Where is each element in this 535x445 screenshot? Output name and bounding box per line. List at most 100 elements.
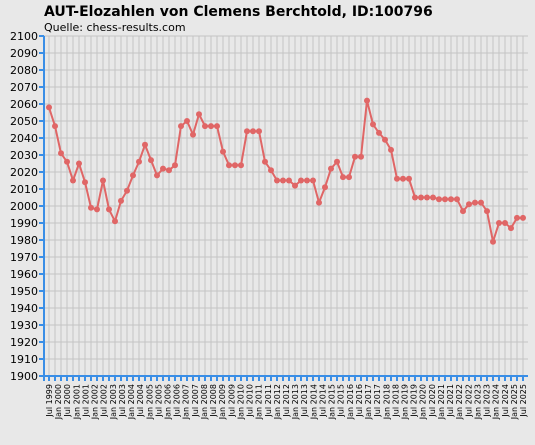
- data-point: [478, 199, 484, 206]
- x-tick-label: Jul 2024: [501, 384, 510, 418]
- data-point: [274, 177, 280, 184]
- x-tick-label: Jul 2004: [136, 384, 145, 418]
- data-point: [184, 118, 190, 124]
- x-tick-label: Jul 1999: [45, 384, 54, 418]
- x-tick-label: Jul 2025: [519, 384, 528, 418]
- data-point: [292, 182, 298, 189]
- x-tick-label: Jan 2015: [328, 384, 337, 420]
- x-tick-label: Jan 2014: [309, 384, 318, 420]
- data-point: [334, 158, 340, 165]
- data-point: [250, 128, 256, 135]
- data-point: [472, 199, 478, 206]
- x-tick-label: Jul 2014: [318, 384, 327, 418]
- x-tick-label: Jan 2022: [455, 384, 464, 420]
- y-tick-label: 1970: [10, 251, 38, 264]
- data-point: [328, 165, 334, 172]
- x-tick-label: Jul 2015: [337, 384, 346, 418]
- x-tick-label: Jul 2022: [464, 384, 473, 418]
- x-tick-label: Jan 2020: [419, 384, 428, 420]
- x-tick-label: Jan 2017: [364, 384, 373, 420]
- x-tick-label: Jan 2012: [273, 384, 282, 420]
- x-tick-label: Jul 2011: [264, 384, 273, 418]
- data-point: [100, 177, 106, 184]
- data-point: [304, 177, 310, 184]
- x-tick-label: Jan 2001: [72, 384, 81, 420]
- x-tick-label: Jul 2020: [428, 384, 437, 418]
- x-tick-label: Jan 2018: [382, 384, 391, 420]
- data-point: [124, 187, 130, 194]
- y-tick-label: 1920: [10, 336, 38, 349]
- data-point: [358, 153, 364, 160]
- x-tick-label: Jul 2016: [355, 384, 364, 418]
- data-point: [232, 162, 238, 169]
- chart-subtitle: Quelle: chess-results.com: [44, 21, 186, 34]
- y-tick-label: 2100: [10, 30, 38, 43]
- data-point: [154, 172, 160, 179]
- y-tick-label: 2090: [10, 47, 38, 60]
- data-point: [226, 162, 232, 169]
- y-tick-label: 2000: [10, 200, 38, 213]
- y-tick-label: 2030: [10, 149, 38, 162]
- x-tick-label: Jan 2016: [346, 384, 355, 420]
- x-tick-label: Jul 2001: [81, 384, 90, 418]
- data-point: [76, 160, 82, 167]
- x-tick-label: Jan 2008: [200, 384, 209, 420]
- x-tick-label: Jul 2008: [209, 384, 218, 418]
- data-point: [340, 174, 346, 181]
- y-axis-ticks: 1900 1910 1920 1930 1940 1950 1960 1970 1980 1990…: [10, 30, 44, 383]
- data-point: [190, 131, 196, 138]
- data-point: [322, 184, 328, 191]
- data-point: [448, 196, 454, 203]
- y-tick-label: 2050: [10, 115, 38, 128]
- x-tick-label: Jan 2007: [182, 384, 191, 420]
- data-point: [520, 214, 526, 221]
- data-point: [382, 136, 388, 143]
- data-point: [442, 196, 448, 203]
- data-point: [286, 177, 292, 184]
- x-tick-label: Jul 2000: [63, 384, 72, 418]
- data-point: [220, 148, 226, 155]
- data-point: [52, 123, 58, 130]
- data-point: [94, 206, 100, 213]
- data-point: [370, 121, 376, 128]
- data-point: [454, 196, 460, 203]
- data-point: [58, 150, 64, 157]
- data-point: [82, 179, 88, 186]
- y-tick-label: 1900: [10, 370, 38, 383]
- data-point: [196, 111, 202, 118]
- y-tick-label: 2020: [10, 166, 38, 179]
- data-point: [316, 199, 322, 206]
- x-tick-label: Jan 2019: [401, 384, 410, 420]
- data-point: [406, 175, 412, 182]
- x-tick-label: Jul 2012: [282, 384, 291, 418]
- data-point: [88, 204, 94, 211]
- chart-title: AUT-Elozahlen von Clemens Berchtold, ID:…: [44, 4, 433, 20]
- x-tick-label: Jan 2021: [437, 384, 446, 420]
- x-tick-label: Jan 2006: [164, 384, 173, 420]
- y-tick-label: 1990: [10, 217, 38, 230]
- x-tick-label: Jul 2017: [373, 384, 382, 418]
- series-elo: [46, 97, 526, 245]
- x-axis-ticks: Jul 1999 Jan 2000 Jul 2000 Jan 2001 Jul 2001…: [45, 376, 528, 420]
- data-point: [400, 175, 406, 182]
- data-point: [430, 194, 436, 201]
- data-point: [262, 158, 268, 165]
- data-point: [130, 172, 136, 179]
- data-point: [424, 194, 430, 201]
- x-tick-label: Jan 2003: [109, 384, 118, 420]
- data-point: [496, 220, 502, 226]
- x-tick-label: Jan 2009: [218, 384, 227, 420]
- data-point: [238, 162, 244, 169]
- data-point: [106, 206, 112, 213]
- data-point: [118, 197, 124, 204]
- data-point: [412, 194, 418, 201]
- x-tick-label: Jul 2007: [191, 384, 200, 418]
- x-tick-label: Jan 2025: [510, 384, 519, 420]
- data-point: [310, 177, 316, 184]
- x-tick-label: Jan 2013: [291, 384, 300, 420]
- y-tick-label: 1980: [10, 234, 38, 247]
- data-point: [298, 177, 304, 184]
- data-point: [484, 208, 490, 215]
- x-tick-label: Jul 2005: [154, 384, 163, 418]
- data-point: [376, 129, 382, 136]
